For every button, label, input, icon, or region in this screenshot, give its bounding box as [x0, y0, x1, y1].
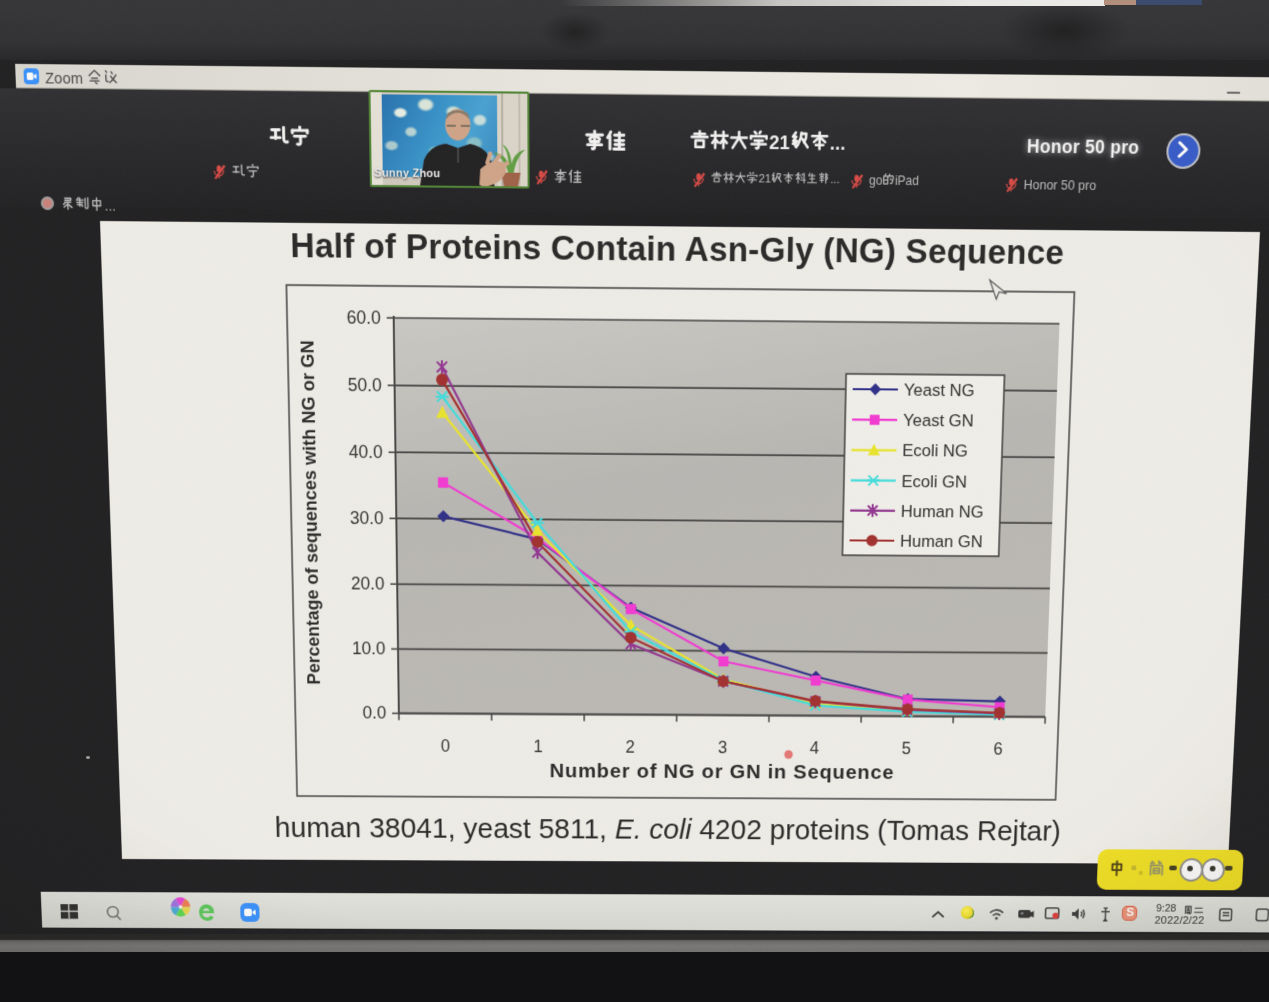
- svg-text:...: ...: [830, 173, 840, 187]
- svg-text:21: 21: [769, 132, 790, 154]
- svg-text:go: go: [869, 174, 883, 188]
- svg-text:3: 3: [718, 738, 728, 757]
- svg-text:20.0: 20.0: [351, 574, 385, 594]
- svg-text:0.0: 0.0: [362, 703, 386, 722]
- svg-text:21: 21: [759, 172, 772, 186]
- svg-text:5: 5: [902, 739, 912, 758]
- svg-text:Half of Proteins Contain Asn-G: Half of Proteins Contain Asn-Gly (NG) Se…: [290, 227, 1065, 273]
- svg-text:Human NG: Human NG: [901, 502, 984, 521]
- svg-text:0: 0: [441, 736, 451, 755]
- svg-text:Human GN: Human GN: [900, 532, 983, 551]
- svg-text:1: 1: [533, 737, 542, 756]
- svg-text:Number of NG or GN in Sequence: Number of NG or GN in Sequence: [550, 759, 895, 784]
- svg-text:2: 2: [626, 737, 635, 756]
- svg-text:...: ...: [830, 133, 846, 155]
- svg-text:Zoom: Zoom: [45, 70, 83, 88]
- svg-text:10.0: 10.0: [352, 639, 386, 659]
- svg-text:30.0: 30.0: [350, 508, 384, 528]
- svg-text:human 38041, yeast 5811, E. co: human 38041, yeast 5811, E. coli 4202 pr…: [274, 812, 1061, 847]
- svg-text:60.0: 60.0: [346, 307, 380, 328]
- svg-text:Percentage of sequences with N: Percentage of sequences with NG or GN: [298, 340, 324, 685]
- svg-text:Honor 50 pro: Honor 50 pro: [1023, 177, 1096, 193]
- svg-text:Yeast GN: Yeast GN: [903, 411, 974, 431]
- svg-text:iPad: iPad: [895, 174, 919, 188]
- svg-text:Ecoli GN: Ecoli GN: [901, 472, 967, 491]
- svg-text:...: ...: [104, 198, 116, 214]
- svg-text:40.0: 40.0: [349, 442, 383, 462]
- svg-text:Yeast NG: Yeast NG: [904, 380, 975, 400]
- svg-text:Ecoli NG: Ecoli NG: [902, 441, 968, 461]
- svg-text:6: 6: [993, 739, 1003, 758]
- svg-text:50.0: 50.0: [348, 375, 382, 396]
- svg-text:4: 4: [810, 738, 820, 757]
